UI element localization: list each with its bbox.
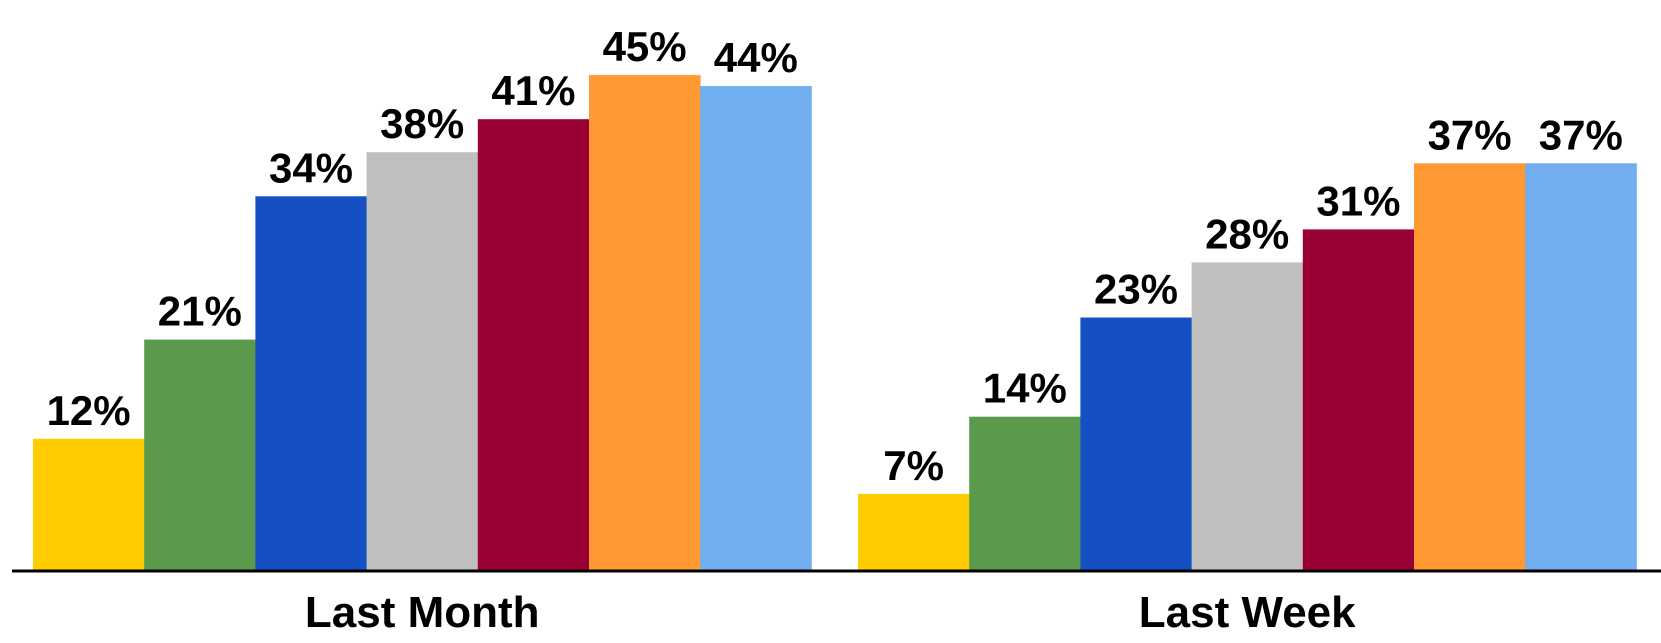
bar-last-week-2 bbox=[969, 416, 1081, 571]
bar-last-month-5 bbox=[477, 119, 590, 571]
bar-last-month-2 bbox=[144, 339, 256, 571]
category-labels-layer: Last Month Last Week bbox=[305, 588, 1356, 637]
value-label-last-week-3: 23% bbox=[1094, 266, 1178, 313]
value-label-last-month-5: 41% bbox=[491, 67, 575, 114]
value-label-last-week-5: 31% bbox=[1316, 177, 1400, 224]
bar-last-month-6 bbox=[589, 75, 701, 571]
category-label-last-month: Last Month bbox=[305, 588, 540, 637]
value-label-last-week-2: 14% bbox=[983, 365, 1067, 412]
bar-last-week-4 bbox=[1191, 262, 1304, 571]
bar-last-week-1 bbox=[858, 493, 970, 571]
value-label-last-month-7: 44% bbox=[714, 34, 798, 81]
bar-last-month-7 bbox=[700, 86, 812, 571]
value-label-last-week-1: 7% bbox=[883, 442, 944, 489]
value-label-last-week-6: 37% bbox=[1428, 111, 1512, 158]
bars-layer bbox=[33, 75, 1637, 572]
value-label-last-month-4: 38% bbox=[380, 100, 464, 147]
bar-last-month-1 bbox=[33, 438, 145, 571]
value-label-last-week-7: 37% bbox=[1539, 111, 1623, 158]
bar-last-month-4 bbox=[366, 152, 479, 571]
category-label-last-week: Last Week bbox=[1139, 588, 1356, 637]
value-label-last-month-6: 45% bbox=[603, 23, 687, 70]
bar-last-month-3 bbox=[255, 196, 367, 572]
value-label-last-month-1: 12% bbox=[47, 387, 131, 434]
bar-last-week-5 bbox=[1302, 229, 1415, 571]
bar-last-week-7 bbox=[1525, 163, 1637, 572]
value-labels-layer: 12% 21% 34% 38% 41% 45% 44% 7% 14% 23% 28% 31% 37% 37… bbox=[47, 23, 1623, 489]
bar-last-week-3 bbox=[1080, 317, 1192, 571]
value-label-last-month-3: 34% bbox=[269, 144, 353, 191]
value-label-last-month-2: 21% bbox=[158, 288, 242, 335]
value-label-last-week-4: 28% bbox=[1205, 210, 1289, 257]
bar-last-week-6 bbox=[1414, 163, 1526, 572]
